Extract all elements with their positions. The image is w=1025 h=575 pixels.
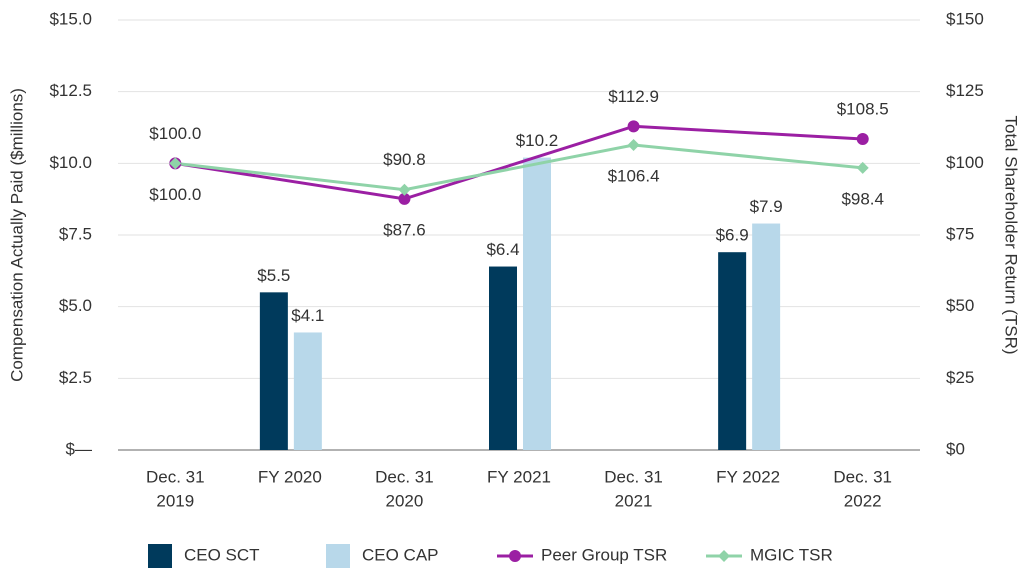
legend-label: CEO SCT <box>184 545 260 564</box>
y2-tick-label: $150 <box>946 9 984 28</box>
line-value-label: $98.4 <box>841 189 884 208</box>
bar <box>718 252 747 450</box>
legend-label: MGIC TSR <box>750 545 833 564</box>
y-axis-label: Compensation Actually Paid ($millions) <box>7 88 26 382</box>
y-tick-label: $5.0 <box>59 296 92 315</box>
line-value-label: $108.5 <box>837 99 889 118</box>
line-marker <box>856 132 869 145</box>
y2-tick-label: $50 <box>946 296 974 315</box>
y2-tick-label: $75 <box>946 224 974 243</box>
line-value-label: $106.4 <box>608 166 660 185</box>
bar-value-label: $5.5 <box>257 266 290 285</box>
legend-swatch <box>718 550 730 562</box>
bar-value-label: $4.1 <box>291 306 324 325</box>
line-marker <box>398 183 411 196</box>
y-tick-label: $7.5 <box>59 224 92 243</box>
bar-value-label: $7.9 <box>750 197 783 216</box>
line-marker <box>627 138 640 151</box>
line-value-label: $100.0 <box>149 185 201 204</box>
line-value-label: $112.9 <box>608 87 659 106</box>
x-tick-label: Dec. 31 <box>146 467 205 486</box>
x-tick-label: Dec. 31 <box>833 467 892 486</box>
x-tick-label: FY 2022 <box>716 467 780 486</box>
bar-value-label: $6.4 <box>486 240 519 259</box>
legend-swatch <box>326 544 350 568</box>
line-value-label: $90.8 <box>383 150 426 169</box>
legend-swatch <box>509 550 521 562</box>
line <box>175 143 863 192</box>
x-tick-label: 2019 <box>156 491 194 510</box>
x-tick-label: Dec. 31 <box>604 467 663 486</box>
y-tick-label: $12.5 <box>49 81 92 100</box>
y2-tick-label: $100 <box>946 153 984 172</box>
x-tick-label: FY 2021 <box>487 467 551 486</box>
line-marker <box>627 120 640 133</box>
bar <box>523 157 551 450</box>
bar-value-label: $6.9 <box>716 226 749 245</box>
y2-tick-label: $125 <box>946 81 984 100</box>
y2-tick-label: $25 <box>946 368 974 387</box>
y-tick-label: $15.0 <box>49 9 92 28</box>
line-marker <box>398 192 411 205</box>
bar <box>259 292 288 450</box>
x-tick-label: FY 2020 <box>258 467 322 486</box>
y2-tick-label: $0 <box>946 439 965 458</box>
x-tick-label: 2021 <box>615 491 653 510</box>
y-tick-label: $— <box>66 439 92 458</box>
legend-label: CEO CAP <box>362 545 439 564</box>
legend-label: Peer Group TSR <box>541 545 667 564</box>
bar <box>489 266 517 450</box>
line <box>175 124 863 201</box>
line-marker <box>856 161 869 174</box>
line-value-label: $87.6 <box>383 220 426 239</box>
legend-swatch <box>148 544 172 568</box>
x-tick-label: 2020 <box>386 491 424 510</box>
line-marker <box>169 157 182 170</box>
y-tick-label: $10.0 <box>49 153 92 172</box>
bar-value-label: $10.2 <box>516 131 559 150</box>
x-tick-label: Dec. 31 <box>375 467 434 486</box>
x-tick-label: 2022 <box>844 491 882 510</box>
y-tick-label: $2.5 <box>59 368 92 387</box>
line-value-label: $100.0 <box>149 124 201 143</box>
bar <box>752 223 781 450</box>
bar <box>293 332 322 450</box>
y2-axis-label: Total Shareholder Return (TSR) <box>1002 115 1021 354</box>
